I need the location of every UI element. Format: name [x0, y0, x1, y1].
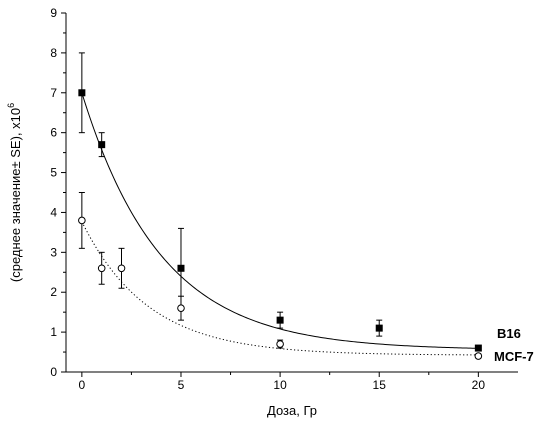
marker-mcf7 [78, 216, 86, 225]
y-tick-label: 4 [50, 205, 57, 219]
error-bars [78, 52, 482, 359]
y-tick-label: 0 [50, 365, 57, 379]
marker-mcf7 [117, 264, 126, 273]
marker-mcf7 [97, 264, 106, 273]
marker-mcf7 [177, 304, 185, 312]
series-label-b16: B16 [497, 326, 521, 341]
y-axis-title-text: (среднее значение± SE), x10 [8, 108, 23, 282]
marker-b16 [375, 324, 383, 332]
y-tick-label: 6 [50, 126, 57, 140]
y-ticks: 0 1 2 3 4 5 6 7 8 9 [50, 6, 66, 379]
y-tick-label: 9 [50, 6, 57, 20]
y-tick-label: 1 [50, 325, 57, 339]
fit-curve-mcf7 [81, 221, 479, 356]
y-axis-title-superscript: 6 [6, 103, 16, 108]
x-tick-label: 15 [373, 378, 387, 392]
y-tick-label: 8 [50, 46, 57, 60]
marker-b16 [78, 89, 86, 97]
marker-mcf7 [276, 340, 284, 348]
y-tick-label: 2 [50, 285, 57, 299]
marker-mcf7 [474, 352, 483, 360]
x-tick-label: 5 [178, 378, 185, 392]
series-label-mcf7: MCF-7 [494, 349, 534, 364]
axes: 0 5 10 15 20 0 1 2 3 4 5 6 7 8 9 [50, 6, 518, 392]
marker-b16 [177, 264, 185, 272]
fit-curves [81, 92, 479, 356]
marker-b16 [276, 316, 284, 324]
fit-curve-b16 [81, 92, 479, 349]
x-tick-label: 0 [79, 378, 86, 392]
x-tick-label: 10 [273, 378, 287, 392]
marker-b16 [98, 141, 106, 149]
y-tick-label: 3 [50, 245, 57, 259]
y-axis-title: (среднее значение± SE), x106 [6, 103, 23, 282]
x-axis-title: Доза, Гр [267, 403, 317, 418]
y-tick-label: 7 [50, 86, 57, 100]
x-tick-label: 20 [472, 378, 486, 392]
x-ticks: 0 5 10 15 20 [79, 372, 486, 392]
data-markers [78, 89, 483, 360]
marker-b16 [474, 344, 482, 352]
y-tick-label: 5 [50, 166, 57, 180]
